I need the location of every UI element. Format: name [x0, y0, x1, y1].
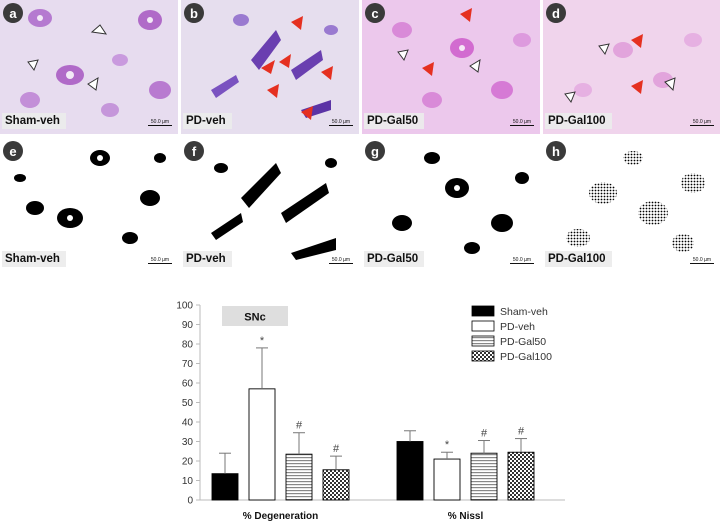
scale-bar: 50.0 µm	[690, 119, 714, 126]
scale-bar: 50.0 µm	[329, 119, 353, 126]
panel-letter: c	[365, 3, 385, 23]
micrograph	[566, 151, 705, 252]
bar	[433, 458, 461, 501]
panel-letter: a	[3, 3, 23, 23]
bar	[285, 453, 313, 501]
micrograph	[211, 158, 337, 260]
micrograph	[211, 14, 338, 120]
significance-mark: #	[481, 428, 488, 440]
panel-title: PD-Gal50	[364, 251, 425, 267]
bar	[322, 469, 350, 501]
scale-bar: 50.0 µm	[510, 119, 534, 126]
y-tick-label: 40	[182, 418, 194, 429]
scale-bar: 50.0 µm	[510, 257, 534, 264]
y-tick-label: 80	[182, 340, 194, 351]
legend-swatch	[471, 320, 495, 332]
micrograph	[392, 8, 531, 108]
y-tick-label: 60	[182, 379, 194, 390]
micrograph	[564, 33, 702, 104]
chart-title: SNc	[244, 312, 265, 324]
scale-bar: 50.0 µm	[148, 257, 172, 264]
y-tick-label: 70	[182, 359, 194, 370]
panel-e: e Sham-veh 50.0 µm	[0, 138, 178, 272]
y-tick-label: 100	[176, 301, 193, 312]
panel-f: f PD-veh 50.0 µm	[181, 138, 359, 272]
scale-bar: 50.0 µm	[329, 257, 353, 264]
panel-title: PD-Gal100	[545, 113, 612, 129]
y-tick-label: 20	[182, 457, 194, 468]
panel-letter: f	[184, 141, 204, 161]
y-tick-label: 30	[182, 437, 194, 448]
panel-g: g PD-Gal50 50.0 µm	[362, 138, 540, 272]
significance-mark: *	[260, 335, 265, 347]
x-category-label: % Degeneration	[243, 511, 319, 522]
panel-a: a Sham-veh 50.0 µm	[0, 0, 178, 134]
y-tick-label: 90	[182, 320, 194, 331]
panel-letter: b	[184, 3, 204, 23]
panel-letter: e	[3, 141, 23, 161]
panel-title: PD-veh	[183, 113, 232, 129]
bar	[507, 451, 535, 501]
legend-swatch	[471, 350, 495, 362]
bar	[470, 452, 498, 501]
panel-c: c PD-Gal50 50.0 µm	[362, 0, 540, 134]
legend-label: Sham-veh	[500, 306, 548, 318]
x-category-label: % Nissl	[448, 511, 484, 522]
micrograph	[392, 152, 529, 254]
panel-letter: h	[546, 141, 566, 161]
y-tick-label: 0	[187, 496, 193, 507]
panel-title: PD-Gal100	[545, 251, 612, 267]
panel-h: h PD-Gal100 50.0 µm	[543, 138, 720, 272]
panel-letter: g	[365, 141, 385, 161]
bar	[248, 388, 276, 501]
panel-title: Sham-veh	[2, 251, 66, 267]
bar	[211, 473, 239, 501]
bar	[396, 441, 424, 501]
significance-mark: #	[296, 420, 303, 432]
panel-letter: d	[546, 3, 566, 23]
scale-bar: 50.0 µm	[148, 119, 172, 126]
bar-chart: 0 10 20 30 40 50 60 70 80 90 100 SNc % Degeneration%…	[176, 301, 565, 522]
legend-swatch	[471, 305, 495, 317]
scale-bar: 50.0 µm	[690, 257, 714, 264]
legend-label: PD-veh	[500, 321, 535, 333]
panel-title: PD-Gal50	[364, 113, 425, 129]
y-tick-label: 10	[182, 476, 194, 487]
panel-title: PD-veh	[183, 251, 232, 267]
micrograph	[20, 9, 171, 117]
legend-label: PD-Gal100	[500, 351, 552, 363]
significance-mark: #	[333, 443, 340, 455]
legend-swatch	[471, 335, 495, 347]
panel-b: b PD-veh 50.0 µm	[181, 0, 359, 134]
significance-mark: #	[518, 426, 525, 438]
chart-title-box	[222, 306, 288, 326]
significance-mark: *	[445, 439, 450, 451]
panel-title: Sham-veh	[2, 113, 66, 129]
micrograph	[14, 150, 166, 244]
legend-label: PD-Gal50	[500, 336, 546, 348]
y-tick-label: 50	[182, 398, 194, 409]
panel-d: d PD-Gal100 50.0 µm	[543, 0, 720, 134]
